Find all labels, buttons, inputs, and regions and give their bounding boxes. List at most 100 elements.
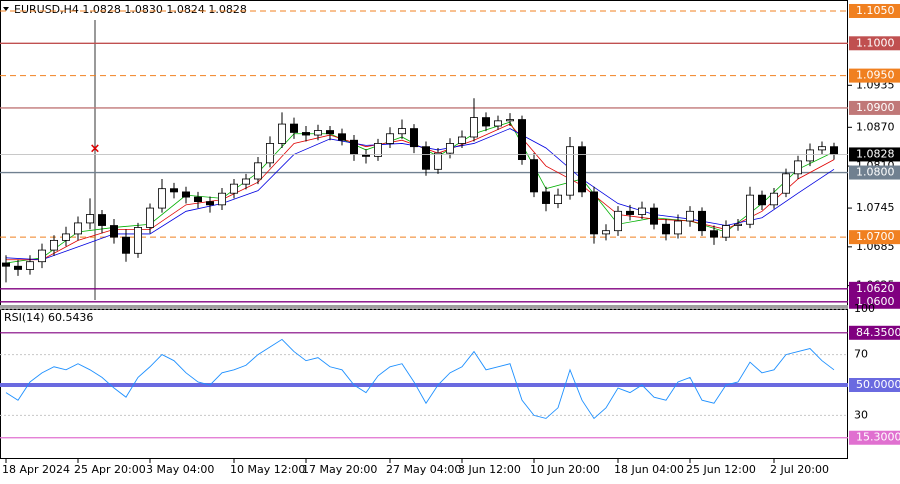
x-tick-label: 18 Apr 2024 [2,463,70,476]
candle-body [602,230,611,235]
level-label: 1.1050 [856,4,895,17]
candle-body [518,119,527,161]
candle-body [818,146,827,151]
level-label: 1.0700 [856,230,895,243]
x-tick-label: 3 Jun 12:00 [458,463,521,476]
rsi-level-label: 84.3500 [856,326,900,339]
rsi-level-label: 50.0000 [856,378,900,391]
candle-body [349,139,358,155]
candle-body [122,236,131,254]
x-tick-label: 17 May 20:00 [302,463,377,476]
candle-body [469,117,478,138]
candle-body [205,201,214,206]
candle-body [770,192,779,206]
cross-marker: × [90,142,101,157]
rsi-level-label-bg [849,378,900,392]
panel-separator [0,305,848,309]
candle-body [542,191,551,204]
level-label-bg [849,100,900,115]
x-tick-label: 27 May 04:00 [386,463,461,476]
candle-body [253,162,262,180]
rsi-title: RSI(14) 60.5436 [4,311,93,324]
level-label-bg [849,230,900,245]
candle-body [782,173,791,194]
candle-body [614,210,623,232]
candle-body [457,136,466,144]
y-tick-label: 1.0870 [856,120,895,133]
rsi-tick-label: 100 [854,302,875,315]
candle-body [746,194,755,225]
candle-body [662,223,671,235]
candle-body [794,160,803,175]
candle-body [722,225,731,238]
candle-body [481,117,490,127]
y-tick-label: 1.0745 [856,201,895,214]
level-label: 1.0800 [856,166,895,179]
candle-body [758,194,767,206]
candle-body [13,265,22,270]
level-label-bg [849,36,900,51]
candle-body [277,123,286,144]
candle-body [301,132,310,136]
candle-body [397,128,406,135]
candle-body [157,188,166,209]
level-label: 1.0950 [856,69,895,82]
rsi-tick-label: 70 [854,348,868,361]
candle-body [241,178,250,185]
rsi-level-label: 15.3000 [856,431,900,444]
level-label: 1.0600 [856,295,895,308]
x-tick-label: 2 Jul 20:00 [770,463,829,476]
menu-arrow [3,7,9,11]
candle-body [193,196,202,203]
level-label-bg [849,3,900,18]
level-label-bg [849,68,900,83]
candle-body [169,188,178,193]
last-price-label-bg [849,147,900,162]
candle-body [74,222,83,235]
candle-body [229,183,238,194]
candle-body [734,223,743,226]
candle-body [98,214,107,226]
candle-body [445,143,454,154]
level-label: 1.1000 [856,36,895,49]
candle-body [806,149,815,162]
candle-body [505,119,514,122]
candle-body [578,146,587,193]
candle-body [38,249,47,263]
candle-body [133,227,142,254]
level-label-bg [849,281,900,296]
candle-body [181,191,190,198]
level-label-bg [849,294,900,309]
candle-body [530,159,539,193]
candle-body [421,146,430,170]
candle-body [638,207,647,215]
rsi-tick-label: 30 [854,408,868,421]
moving-average [5,128,835,261]
last-price-label: 1.0828 [856,147,895,160]
candle-body [2,262,10,267]
candle-body [289,123,298,133]
candle-body [25,261,34,270]
candle-body [145,207,154,228]
candle-body [325,130,334,135]
candle-body [265,143,274,164]
candle-body [433,152,442,170]
candle-body [86,214,95,224]
candle-body [566,146,575,196]
level-label: 1.0620 [856,282,895,295]
candle-body [590,191,599,235]
x-tick-label: 10 May 12:00 [230,463,305,476]
candle-body [698,210,707,232]
candle-body [337,133,346,141]
level-label: 1.0900 [856,101,895,114]
candle-body [217,192,226,206]
x-tick-label: 18 Jun 04:00 [614,463,684,476]
x-tick-label: 10 Jun 20:00 [530,463,600,476]
rsi-level-label-bg [849,430,900,445]
candle-body [385,133,394,144]
candle-body [626,210,635,215]
rsi-line [5,338,835,420]
candle-body [710,230,719,238]
